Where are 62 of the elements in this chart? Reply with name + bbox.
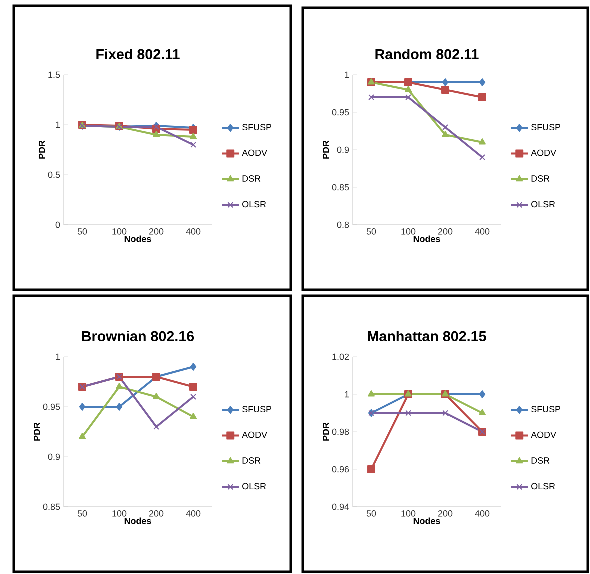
x-tick-label: 100 [402,228,416,235]
x-tick-label: 200 [438,510,453,517]
x-axis-title: Nodes [124,518,152,524]
legend-label: AODV [242,432,268,438]
legend-label: DSR [242,458,261,464]
x-tick-label: 50 [78,510,88,517]
x-axis-title: Nodes [414,518,440,524]
y-tick-label: 1 [345,72,350,78]
y-tick-label: 1 [345,391,350,398]
x-tick-label: 400 [475,228,490,235]
y-tick-label: 0.9 [48,454,60,460]
y-axis-title: PDR [34,422,40,441]
legend-label: OLSR [242,201,266,208]
y-tick-label: 0.8 [337,222,350,228]
legend-label: DSR [532,458,550,464]
y-tick-label: 0.96 [332,466,350,473]
y-tick-label: 0.9 [337,146,350,154]
legend-label: SFUSP [532,124,561,131]
legend-label: OLSR [532,201,556,208]
legend-label: SFUSP [242,406,272,413]
x-tick-label: 50 [366,228,376,235]
x-tick-label: 400 [475,510,490,517]
x-tick-label: 100 [112,510,127,517]
y-tick-label: 1 [56,122,60,128]
y-tick-label: 1.5 [48,72,60,78]
y-tick-label: 1 [56,354,60,360]
y-tick-label: 0.94 [332,504,350,510]
y-axis-title: PDR [38,140,46,159]
y-tick-label: 0.5 [48,172,60,178]
legend-label: SFUSP [242,124,272,131]
chart-title: Manhattan 802.15 [368,330,486,342]
chart-title: Fixed 802.11 [96,48,180,60]
x-axis-title: Nodes [414,236,440,242]
legend-label: AODV [531,150,556,156]
chart-title: Random 802.11 [376,48,479,60]
x-tick-label: 400 [186,228,201,235]
x-tick-label: 50 [366,510,376,517]
x-tick-label: 200 [149,228,164,235]
legend-label: OLSR [532,483,556,490]
x-tick-label: 400 [186,510,201,517]
y-tick-label: 0 [56,222,60,228]
y-tick-label: 1.02 [332,354,350,360]
legend-label: OLSR [242,483,266,490]
y-tick-label: 0.95 [43,404,60,410]
legend-label: AODV [531,432,556,438]
y-tick-label: 0.85 [43,504,60,510]
y-axis-title: PDR [323,140,330,159]
legend-label: DSR [242,176,261,182]
legend-label: AODV [242,150,268,156]
y-axis-title: PDR [323,422,330,441]
y-tick-label: 0.98 [332,428,350,436]
legend-label: DSR [532,176,550,182]
x-tick-label: 100 [402,510,416,517]
y-tick-label: 0.95 [332,109,350,116]
x-tick-label: 50 [78,228,88,235]
x-tick-label: 100 [112,228,127,235]
x-axis-title: Nodes [124,236,152,242]
y-tick-label: 0.85 [332,184,350,191]
legend-label: SFUSP [532,406,561,413]
x-tick-label: 200 [438,228,453,235]
x-tick-label: 200 [149,510,164,517]
chart-title: Brownian 802.16 [82,330,194,342]
